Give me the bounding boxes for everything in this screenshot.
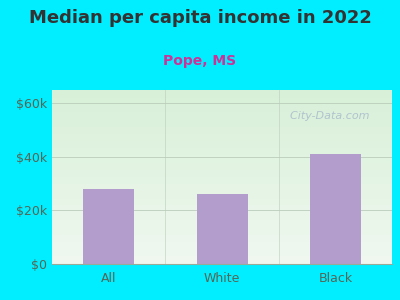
Bar xyxy=(83,189,134,264)
Text: Pope, MS: Pope, MS xyxy=(164,54,236,68)
Text: Median per capita income in 2022: Median per capita income in 2022 xyxy=(28,9,372,27)
Text: City-Data.com: City-Data.com xyxy=(283,111,370,121)
Bar xyxy=(310,154,361,264)
Bar xyxy=(196,194,248,264)
